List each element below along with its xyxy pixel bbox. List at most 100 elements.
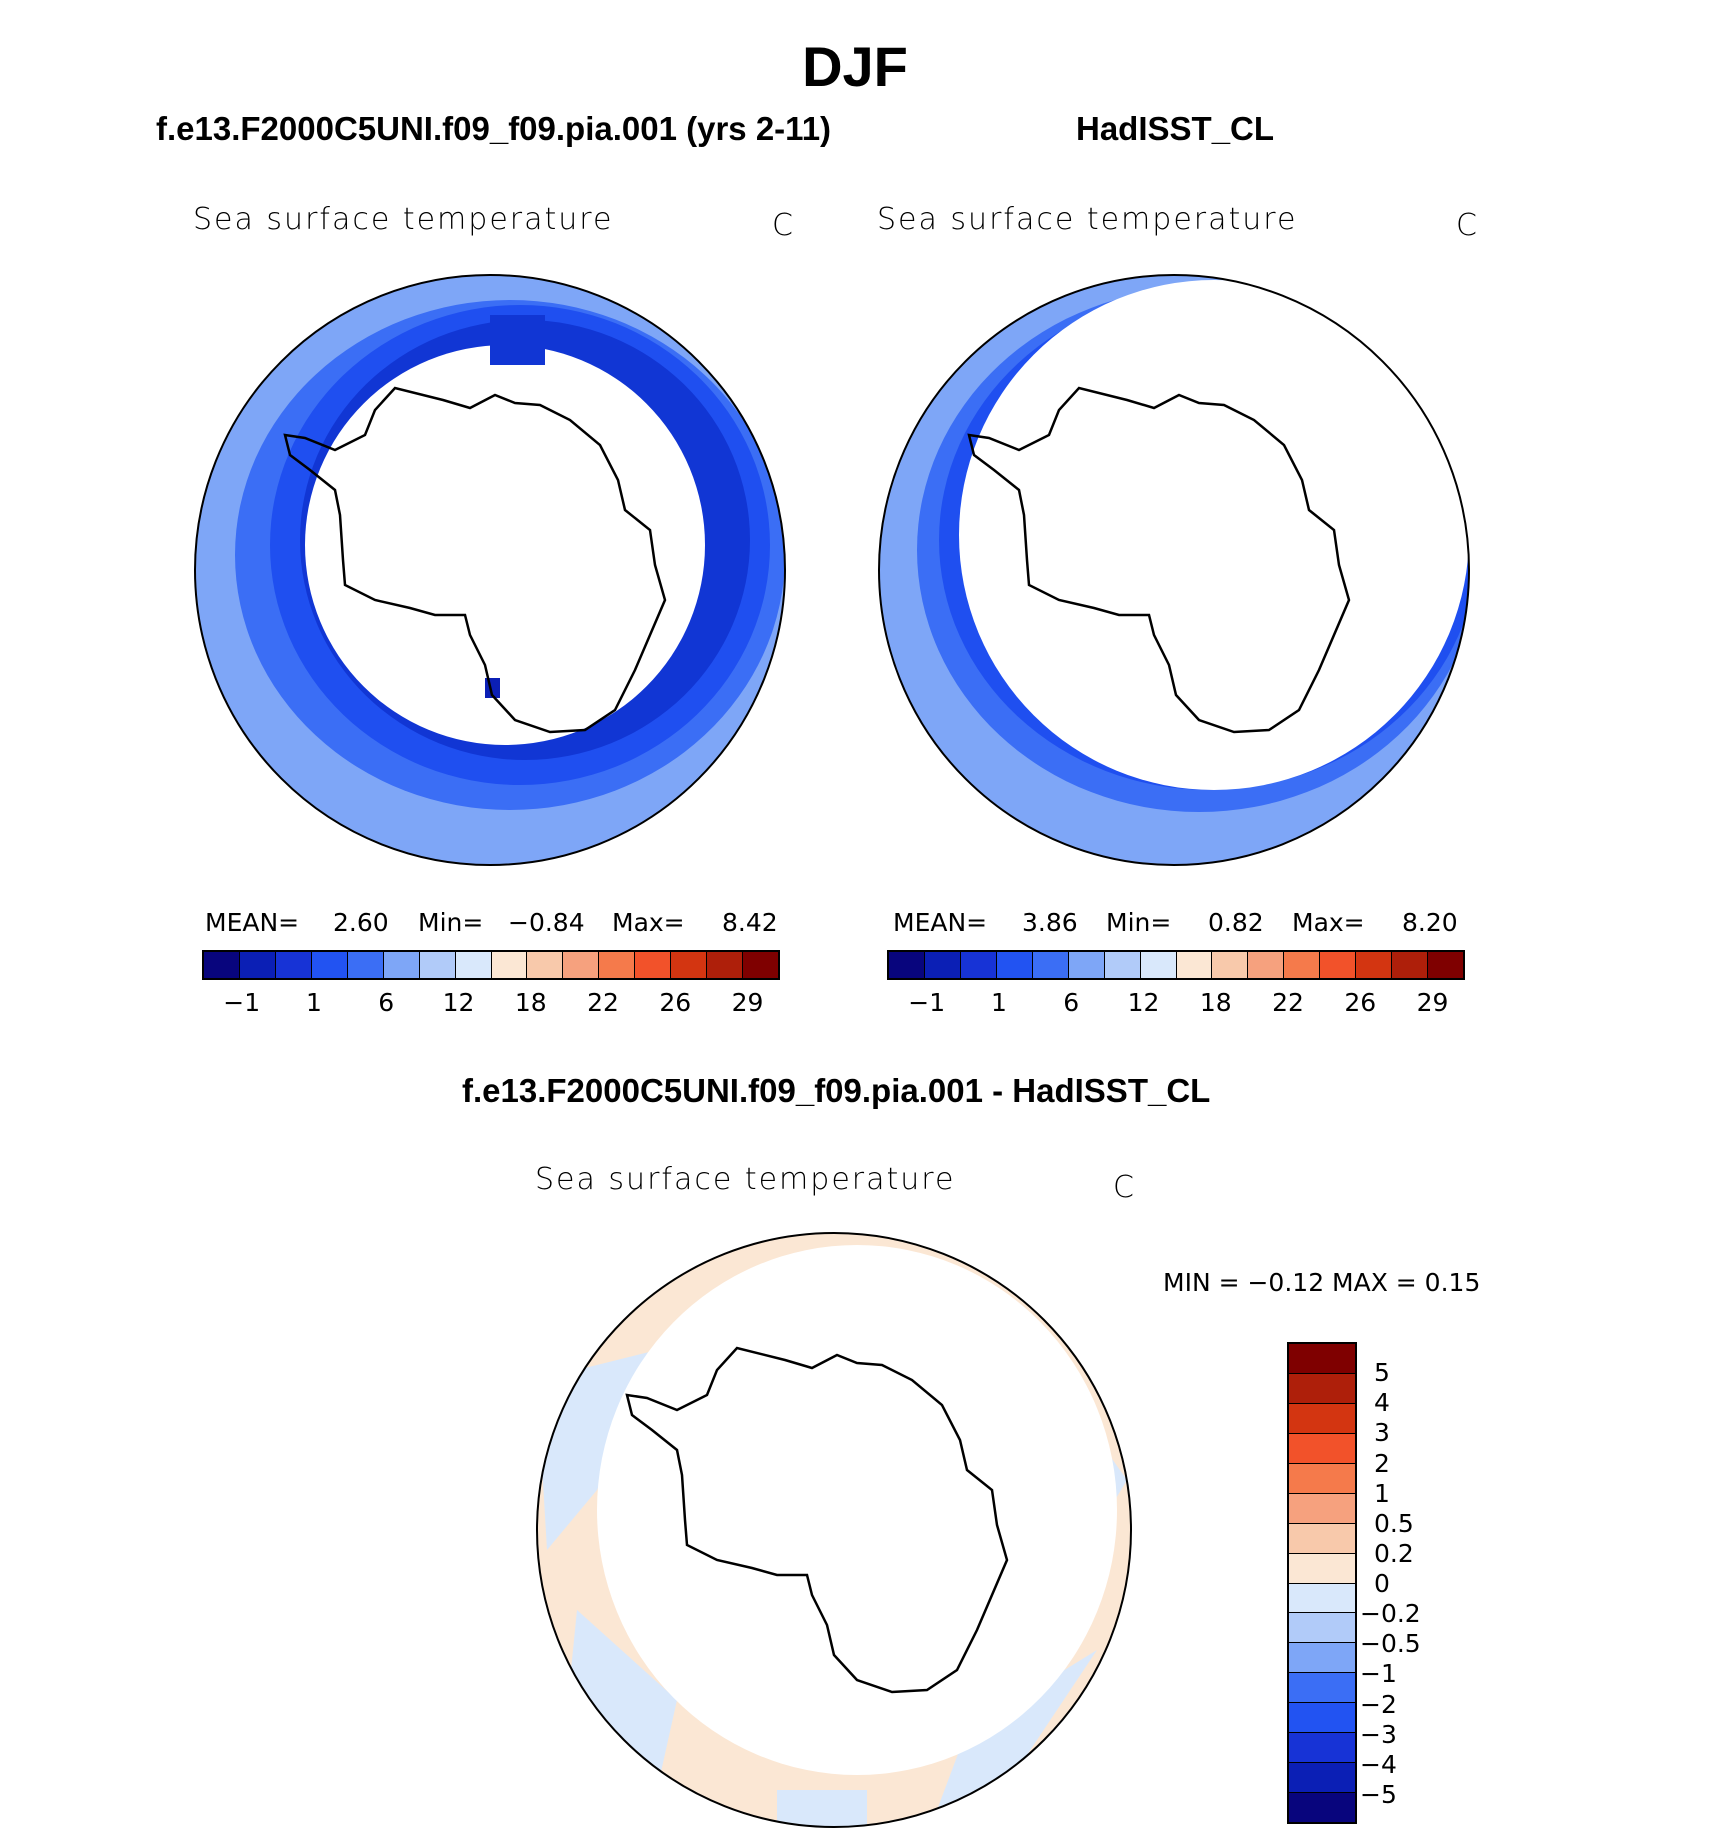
colorbar-swatch	[1289, 1703, 1355, 1734]
colorbar-tick-label: 26	[659, 988, 692, 1017]
sea-ice-mask	[305, 345, 705, 745]
figure-title: DJF	[802, 35, 908, 98]
diff-colorbar	[1287, 1342, 1357, 1824]
panel-1-map	[194, 274, 786, 866]
colorbar-tick-label: 2	[1374, 1448, 1390, 1478]
panel-2-colorbar	[887, 950, 1465, 980]
colorbar-tick-label: 18	[1199, 988, 1232, 1017]
colorbar-swatch	[1289, 1403, 1355, 1434]
colorbar-swatch	[1289, 1613, 1355, 1644]
colorbar-tick-label: 4	[1374, 1388, 1390, 1418]
colorbar-swatch	[1289, 1493, 1355, 1524]
panel-2-mean-value: 3.86	[1022, 908, 1078, 937]
colorbar-tick-label: 12	[1127, 988, 1160, 1017]
colorbar-tick-label: 12	[442, 988, 475, 1017]
colorbar-swatch	[239, 952, 276, 978]
colorbar-swatch	[996, 952, 1033, 978]
sst-patch	[490, 315, 545, 365]
colorbar-swatch	[1284, 952, 1321, 978]
panel-1-max-label: Max=	[612, 908, 685, 937]
colorbar-swatch	[635, 952, 672, 978]
colorbar-tick-label: 6	[1063, 988, 1080, 1017]
panel-1-min-value: −0.84	[508, 908, 585, 937]
colorbar-tick-label: −0.2	[1360, 1599, 1421, 1629]
colorbar-tick-label: 29	[731, 988, 764, 1017]
map-boundary	[194, 274, 786, 866]
diff-panel-minmax: MIN = −0.12 MAX = 0.15	[1163, 1268, 1481, 1297]
panel-1-colorbar-ticks: −1 1 6 12 18 22 26 29	[202, 988, 780, 1018]
colorbar-swatch	[889, 952, 925, 978]
colorbar-swatch	[1289, 1344, 1355, 1374]
panel-2-mean-label: MEAN=	[893, 908, 988, 937]
colorbar-swatch	[1289, 1523, 1355, 1554]
colorbar-swatch	[1356, 952, 1393, 978]
panel-2-max-value: 8.20	[1402, 908, 1458, 937]
colorbar-swatch	[1176, 952, 1213, 978]
colorbar-tick-label: 1	[1374, 1478, 1390, 1508]
colorbar-swatch	[383, 952, 420, 978]
colorbar-swatch	[1428, 952, 1463, 978]
diff-band-negative	[777, 1790, 867, 1827]
colorbar-swatch	[743, 952, 778, 978]
diff-colorbar-ticks: 5 4 3 2 1 0.5 0.2 0 −0.2 −0.5 −1 −2 −3 −4 −5	[1360, 1342, 1480, 1824]
diff-panel-units-label: C	[1113, 1170, 1136, 1205]
antarctica-coastline	[283, 386, 667, 734]
colorbar-tick-label: 0.5	[1374, 1508, 1414, 1538]
panel-1-mean-label: MEAN=	[205, 908, 300, 937]
colorbar-swatch	[1392, 952, 1429, 978]
diff-band-negative	[567, 1610, 677, 1790]
map-boundary	[878, 274, 1470, 866]
colorbar-swatch	[1289, 1463, 1355, 1494]
colorbar-tick-label: −2	[1360, 1689, 1397, 1719]
colorbar-swatch	[1289, 1553, 1355, 1584]
panel-1-max-value: 8.42	[722, 908, 778, 937]
colorbar-swatch	[311, 952, 348, 978]
colorbar-tick-label: −0.5	[1360, 1629, 1421, 1659]
colorbar-tick-label: 22	[587, 988, 619, 1017]
colorbar-swatch	[924, 952, 961, 978]
colorbar-tick-label: −1	[1360, 1659, 1397, 1689]
colorbar-tick-label: 3	[1374, 1418, 1390, 1448]
colorbar-tick-label: 18	[514, 988, 547, 1017]
colorbar-tick-label: −3	[1360, 1719, 1397, 1749]
panel-2-map	[878, 274, 1470, 866]
panel-1-mean-value: 2.60	[333, 908, 389, 937]
map-boundary	[536, 1232, 1132, 1828]
panel-2-max-label: Max=	[1292, 908, 1365, 937]
panel-2-min-value: 0.82	[1208, 908, 1264, 937]
colorbar-swatch	[275, 952, 312, 978]
panel-1-variable-label: Sea surface temperature	[193, 202, 614, 237]
colorbar-tick-label: 22	[1272, 988, 1304, 1017]
diff-panel-map	[536, 1232, 1132, 1828]
colorbar-swatch	[599, 952, 636, 978]
colorbar-swatch	[527, 952, 564, 978]
colorbar-tick-label: −1	[908, 988, 946, 1017]
panel-1-colorbar	[202, 950, 780, 980]
diff-panel-variable-label: Sea surface temperature	[535, 1162, 956, 1197]
colorbar-swatch	[1140, 952, 1177, 978]
colorbar-swatch	[1032, 952, 1069, 978]
panel-1-min-label: Min=	[418, 908, 484, 937]
colorbar-tick-label: 26	[1344, 988, 1377, 1017]
panel-2-units-label: C	[1456, 208, 1479, 243]
colorbar-tick-label: 0	[1374, 1569, 1390, 1598]
colorbar-swatch	[1289, 1763, 1355, 1794]
sea-ice-mask	[597, 1245, 1117, 1775]
colorbar-swatch	[563, 952, 600, 978]
sea-ice-mask	[959, 280, 1469, 790]
antarctica-coastline	[967, 386, 1351, 734]
colorbar-swatch	[707, 952, 744, 978]
colorbar-swatch	[671, 952, 708, 978]
colorbar-tick-label: 0.2	[1374, 1538, 1414, 1568]
panel-2-min-label: Min=	[1106, 908, 1172, 937]
colorbar-swatch	[960, 952, 997, 978]
colorbar-tick-label: 1	[991, 988, 1007, 1017]
diff-band-negative	[937, 1650, 1097, 1810]
colorbar-swatch	[1068, 952, 1105, 978]
panel-1-units-label: C	[772, 208, 795, 243]
panel-2-colorbar-ticks: −1 1 6 12 18 22 26 29	[887, 988, 1465, 1018]
colorbar-swatch	[455, 952, 492, 978]
colorbar-swatch	[1289, 1733, 1355, 1764]
colorbar-swatch	[419, 952, 456, 978]
colorbar-swatch	[1289, 1583, 1355, 1614]
